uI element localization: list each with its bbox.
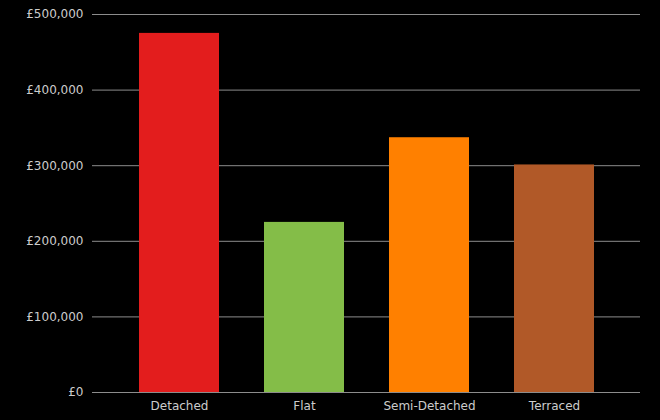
svg-text:Semi-Detached: Semi-Detached [383, 399, 475, 413]
svg-text:£100,000: £100,000 [26, 310, 83, 324]
svg-text:£0: £0 [68, 385, 83, 399]
svg-text:Detached: Detached [151, 399, 209, 413]
svg-text:£200,000: £200,000 [26, 234, 83, 248]
svg-text:Terraced: Terraced [528, 399, 580, 413]
svg-text:£300,000: £300,000 [26, 159, 83, 173]
svg-text:£500,000: £500,000 [26, 7, 83, 21]
svg-text:Flat: Flat [293, 399, 316, 413]
svg-text:£400,000: £400,000 [26, 83, 83, 97]
